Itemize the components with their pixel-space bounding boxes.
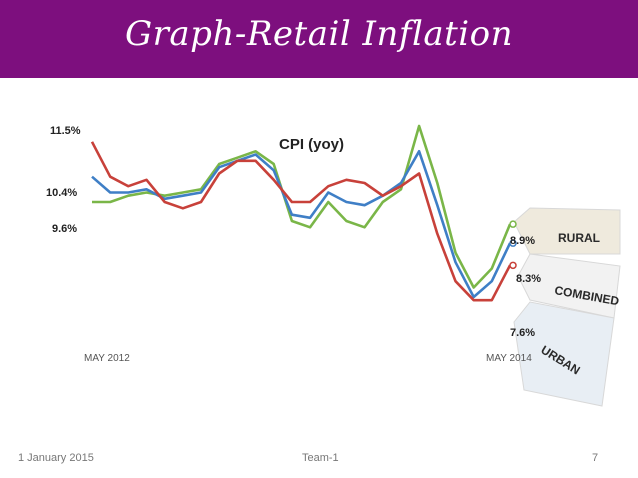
- title-bar: Graph-Retail Inflation: [0, 0, 638, 78]
- chart-area: RURAL COMBINED URBAN CPI (yoy) 11.5% 10.4% 9…: [36, 104, 632, 412]
- end-point-urban: [509, 261, 517, 270]
- series-name-rural: RURAL: [558, 231, 600, 245]
- end-label-urban: 7.6%: [510, 327, 535, 339]
- end-label-combined: 8.3%: [516, 273, 541, 285]
- footer-team: Team-1: [302, 452, 339, 464]
- series-end-labels: 8.9% 8.3% 7.6%: [510, 235, 541, 339]
- y-start-label: 10.4%: [46, 187, 77, 199]
- slide-title: Graph-Retail Inflation: [124, 14, 513, 54]
- x-end-label: MAY 2014: [486, 353, 532, 364]
- x-start-label: MAY 2012: [84, 353, 130, 364]
- tag-combined: [517, 253, 621, 319]
- line-rural: [92, 124, 512, 289]
- chart-title: CPI (yoy): [279, 136, 344, 153]
- end-label-rural: 8.9%: [510, 235, 535, 247]
- series-lines: [90, 124, 517, 302]
- tag-urban: [513, 301, 615, 407]
- line-urban: [90, 141, 512, 302]
- y-start-label: 9.6%: [52, 223, 77, 235]
- y-start-label: 11.5%: [50, 125, 81, 137]
- y-start-labels: 11.5% 10.4% 9.6%: [46, 125, 81, 235]
- end-point-rural: [509, 220, 517, 228]
- footer-date: 1 January 2015: [18, 452, 94, 464]
- footer-page: 7: [592, 452, 599, 464]
- end-point-combined: [509, 239, 517, 247]
- tag-rural: [513, 207, 621, 255]
